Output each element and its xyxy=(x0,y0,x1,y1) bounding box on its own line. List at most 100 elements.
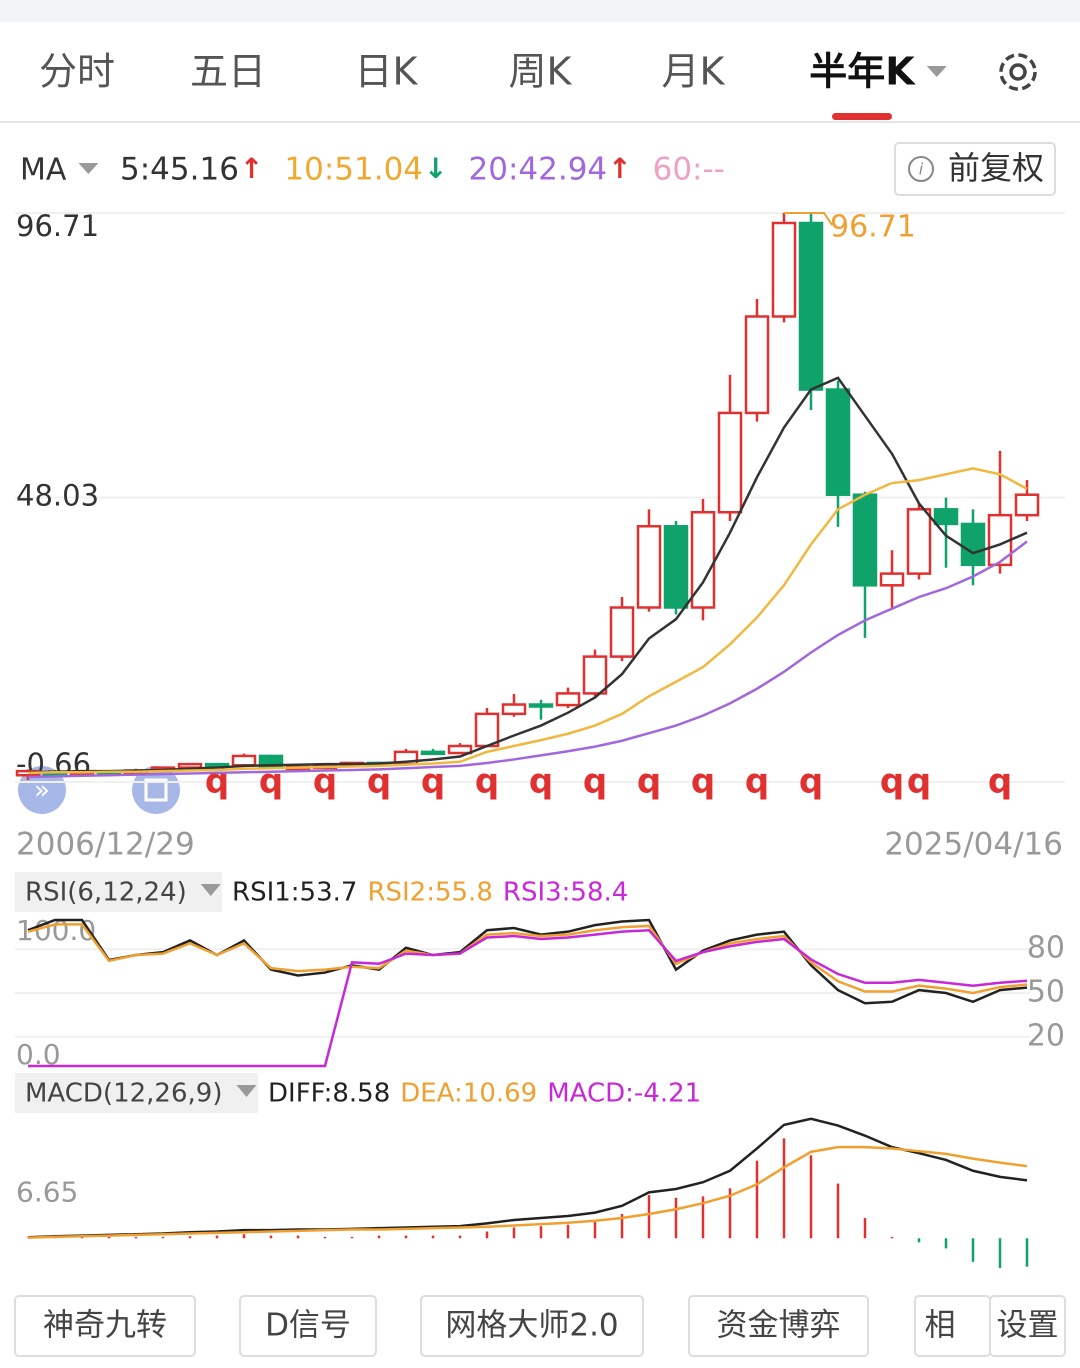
indicator-title[interactable]: RSI(6,12,24) xyxy=(25,878,187,908)
tab[interactable]: 月K xyxy=(662,50,726,94)
tool-button-label[interactable]: 网格大师2.0 xyxy=(445,1308,618,1344)
candle-body xyxy=(906,508,932,575)
tool-button-label[interactable]: 神奇九转 xyxy=(43,1308,167,1344)
rsi-line xyxy=(27,918,1028,1005)
signal-label: q xyxy=(421,762,445,802)
indicator-title[interactable]: MACD(12,26,9) xyxy=(25,1079,222,1109)
tool-button-label[interactable]: 设置 xyxy=(997,1308,1059,1344)
tab[interactable]: 分时 xyxy=(39,50,115,94)
candle-body xyxy=(177,762,203,769)
signal-label: q xyxy=(691,762,715,802)
rsi-line xyxy=(28,928,1028,1068)
signal-label: q xyxy=(637,762,661,802)
info-glyph: i xyxy=(919,160,924,179)
y-tick-label: 96.71 xyxy=(16,209,99,243)
signal-label: q xyxy=(880,762,904,802)
candle-body xyxy=(204,762,230,768)
tool-button[interactable] xyxy=(989,1295,1066,1357)
signal-label: q xyxy=(259,762,283,802)
candle-body xyxy=(582,655,608,695)
tool-button[interactable] xyxy=(14,1295,196,1357)
tab-underline xyxy=(832,113,892,120)
signal-label: q xyxy=(529,762,553,802)
tab[interactable]: 五日 xyxy=(190,50,266,94)
signal-label: q xyxy=(475,762,499,802)
candle-body xyxy=(960,522,986,567)
candle-body xyxy=(447,744,473,755)
y2-tick-label: 80 xyxy=(1027,931,1065,966)
signal-label: q xyxy=(313,762,337,802)
candle-body xyxy=(852,493,878,587)
ma-arrow: ↑ xyxy=(240,152,263,185)
macd-line xyxy=(27,1145,1028,1239)
ma-value: 60:-- xyxy=(653,152,725,188)
candle-body xyxy=(771,221,797,318)
legend-entry: RSI3:58.4 xyxy=(503,878,628,908)
ma-value: 10:51.04 xyxy=(284,152,423,188)
legend-entry: RSI1:53.7 xyxy=(232,878,357,908)
candle-body xyxy=(474,712,500,748)
candle-body xyxy=(744,315,770,415)
collapse-icon[interactable] xyxy=(132,766,180,814)
ma-arrow: ↓ xyxy=(424,152,447,185)
ma-value: 20:42.94 xyxy=(469,152,608,188)
signal-label: q xyxy=(367,762,391,802)
tool-button[interactable] xyxy=(239,1295,377,1357)
status-strip xyxy=(0,0,1080,22)
tool-button-label[interactable]: D信号 xyxy=(265,1308,351,1344)
ma-line xyxy=(27,540,1028,779)
candle-body xyxy=(933,508,959,526)
signal-label: q xyxy=(745,762,769,802)
adjust-label[interactable]: 前复权 xyxy=(948,149,1044,187)
legend-entry: RSI2:55.8 xyxy=(367,878,492,908)
adjust-button[interactable] xyxy=(894,142,1056,196)
settings-icon[interactable] xyxy=(999,53,1037,91)
candle-body xyxy=(420,750,446,756)
indicator-dropdown[interactable] xyxy=(200,884,221,896)
ma-value: 5:45.16 xyxy=(120,152,239,188)
signal-label: q xyxy=(988,762,1012,802)
rsi-selector[interactable] xyxy=(15,872,222,912)
tab-dropdown xyxy=(926,66,947,77)
signal-label: q xyxy=(907,762,931,802)
legend-entry: DEA:10.69 xyxy=(400,1079,537,1109)
candle-body xyxy=(501,703,527,716)
candle-body xyxy=(879,572,905,587)
candle-body xyxy=(825,388,851,496)
legend-entry: MACD:-4.21 xyxy=(547,1079,701,1109)
date-end: 2025/04/16 xyxy=(884,827,1063,863)
high-label: 96.71 xyxy=(830,210,916,245)
candle-body xyxy=(555,692,581,707)
candle-body xyxy=(609,606,635,658)
collapse-glyph xyxy=(144,778,168,802)
tab[interactable]: 日K xyxy=(355,50,419,94)
candle-body xyxy=(636,525,662,609)
date-start: 2006/12/29 xyxy=(16,827,195,863)
candle-body xyxy=(717,411,743,514)
rsi-line xyxy=(27,923,1028,995)
candle-body xyxy=(1014,493,1040,517)
y2-tick-label: 50 xyxy=(1027,975,1065,1010)
ma-dropdown[interactable] xyxy=(78,163,99,174)
tab[interactable]: 半年K xyxy=(809,50,916,94)
indicator-dropdown[interactable] xyxy=(236,1085,257,1097)
y-tick-label: 48.03 xyxy=(16,478,99,512)
y-tick-label: 6.65 xyxy=(16,1175,78,1208)
tool-button-label[interactable]: 相 xyxy=(925,1308,956,1344)
tab[interactable]: 周K xyxy=(509,50,573,94)
tool-button[interactable] xyxy=(420,1295,644,1357)
y2-tick-label: 20 xyxy=(1027,1018,1065,1053)
signal-label: q xyxy=(583,762,607,802)
candle-body xyxy=(231,754,257,767)
high-pointer xyxy=(784,212,833,226)
macd-selector[interactable] xyxy=(15,1073,258,1113)
info-icon xyxy=(908,156,934,182)
tool-button[interactable] xyxy=(688,1295,869,1357)
tool-button-label[interactable]: 资金博弈 xyxy=(717,1308,841,1344)
candle-body xyxy=(798,221,824,391)
macd-line xyxy=(27,1117,1028,1239)
ma-line xyxy=(27,467,1028,775)
candle-body xyxy=(528,703,554,708)
signal-label: q xyxy=(799,762,823,802)
